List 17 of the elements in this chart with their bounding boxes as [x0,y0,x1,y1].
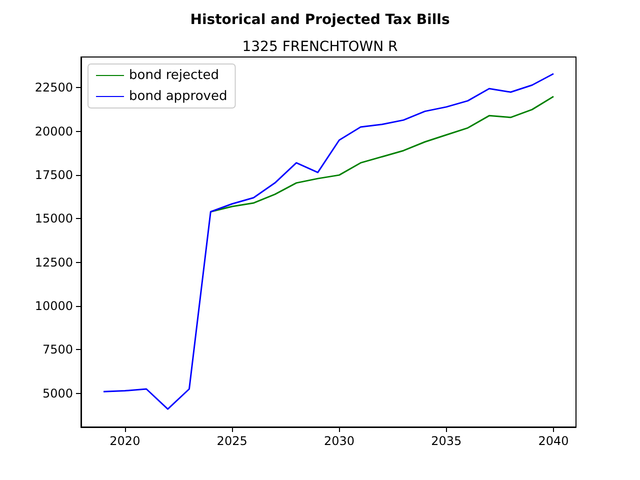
y-tick-label: 17500 [34,168,73,182]
chart-title: Historical and Projected Tax Bills [190,12,450,28]
x-tick-label: 2035 [431,434,462,448]
x-tick-label: 2030 [324,434,354,448]
y-tick-label: 7500 [42,342,73,357]
y-tick-label: 15000 [34,212,73,226]
legend-label: bond approved [129,89,228,104]
y-tick-label: 22500 [34,80,73,95]
y-tick-label: 12500 [34,255,73,270]
chart-subtitle: 1325 FRENCHTOWN R [242,39,398,55]
y-tick-label: 20000 [34,124,73,138]
legend-label: bond rejected [129,68,219,83]
x-tick-label: 2040 [538,434,569,448]
x-tick-label: 2025 [216,434,248,448]
y-tick-label: 10000 [34,299,73,314]
y-tick-label: 5000 [42,386,73,400]
x-tick-label: 2020 [110,434,140,448]
